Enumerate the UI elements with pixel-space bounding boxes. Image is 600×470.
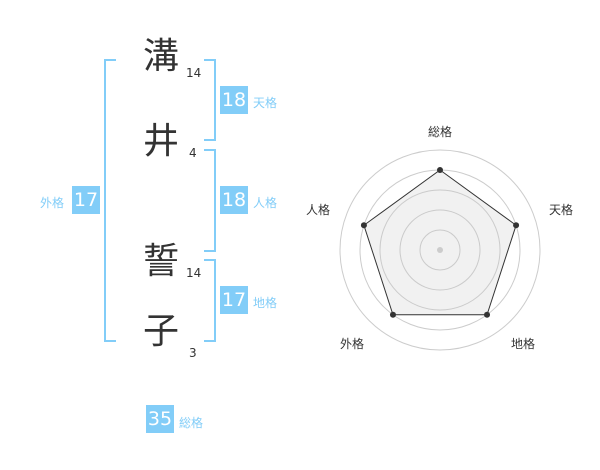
- chikaku-bracket: [204, 259, 216, 342]
- name-char-1: 溝: [142, 36, 179, 77]
- soukaku-label: 総格: [179, 416, 204, 430]
- name-char-3: 誓: [142, 241, 179, 282]
- tenkaku-value: 18: [220, 86, 248, 114]
- gaikaku-value: 17: [72, 186, 100, 214]
- radar-point: [484, 311, 491, 318]
- gaikaku-label: 外格: [40, 196, 65, 210]
- radar-label-2: 地格: [511, 337, 536, 351]
- radar-label-4: 人格: [306, 203, 331, 217]
- radar-point: [437, 167, 443, 173]
- radar-point: [513, 222, 520, 229]
- radar-center: [437, 247, 443, 253]
- tenkaku-bracket: [204, 59, 216, 141]
- radar-label-0: 総格: [428, 125, 453, 139]
- jinkaku-bracket: [204, 149, 216, 252]
- radar-label-3: 外格: [340, 337, 365, 351]
- radar-point: [389, 311, 396, 318]
- radar-ring: [419, 229, 461, 271]
- radar-ring: [399, 209, 481, 291]
- soukaku-value: 35: [146, 405, 174, 433]
- jinkaku-label: 人格: [253, 196, 278, 210]
- radar-ring: [339, 149, 541, 351]
- gaikaku-bracket: [104, 59, 116, 342]
- jinkaku-value: 18: [220, 186, 248, 214]
- strokes-1: 14: [186, 66, 202, 80]
- strokes-3: 14: [186, 266, 202, 280]
- radar-point: [360, 222, 367, 229]
- name-char-2: 井: [142, 121, 179, 162]
- tenkaku-label: 天格: [253, 96, 278, 110]
- radar-label-1: 天格: [549, 203, 574, 217]
- strokes-4: 3: [189, 346, 197, 360]
- chikaku-label: 地格: [253, 296, 278, 310]
- strokes-2: 4: [189, 146, 197, 160]
- radar-area: [363, 169, 517, 316]
- name-char-4: 子: [142, 311, 179, 352]
- chikaku-value: 17: [220, 286, 248, 314]
- radar-ring: [379, 189, 501, 311]
